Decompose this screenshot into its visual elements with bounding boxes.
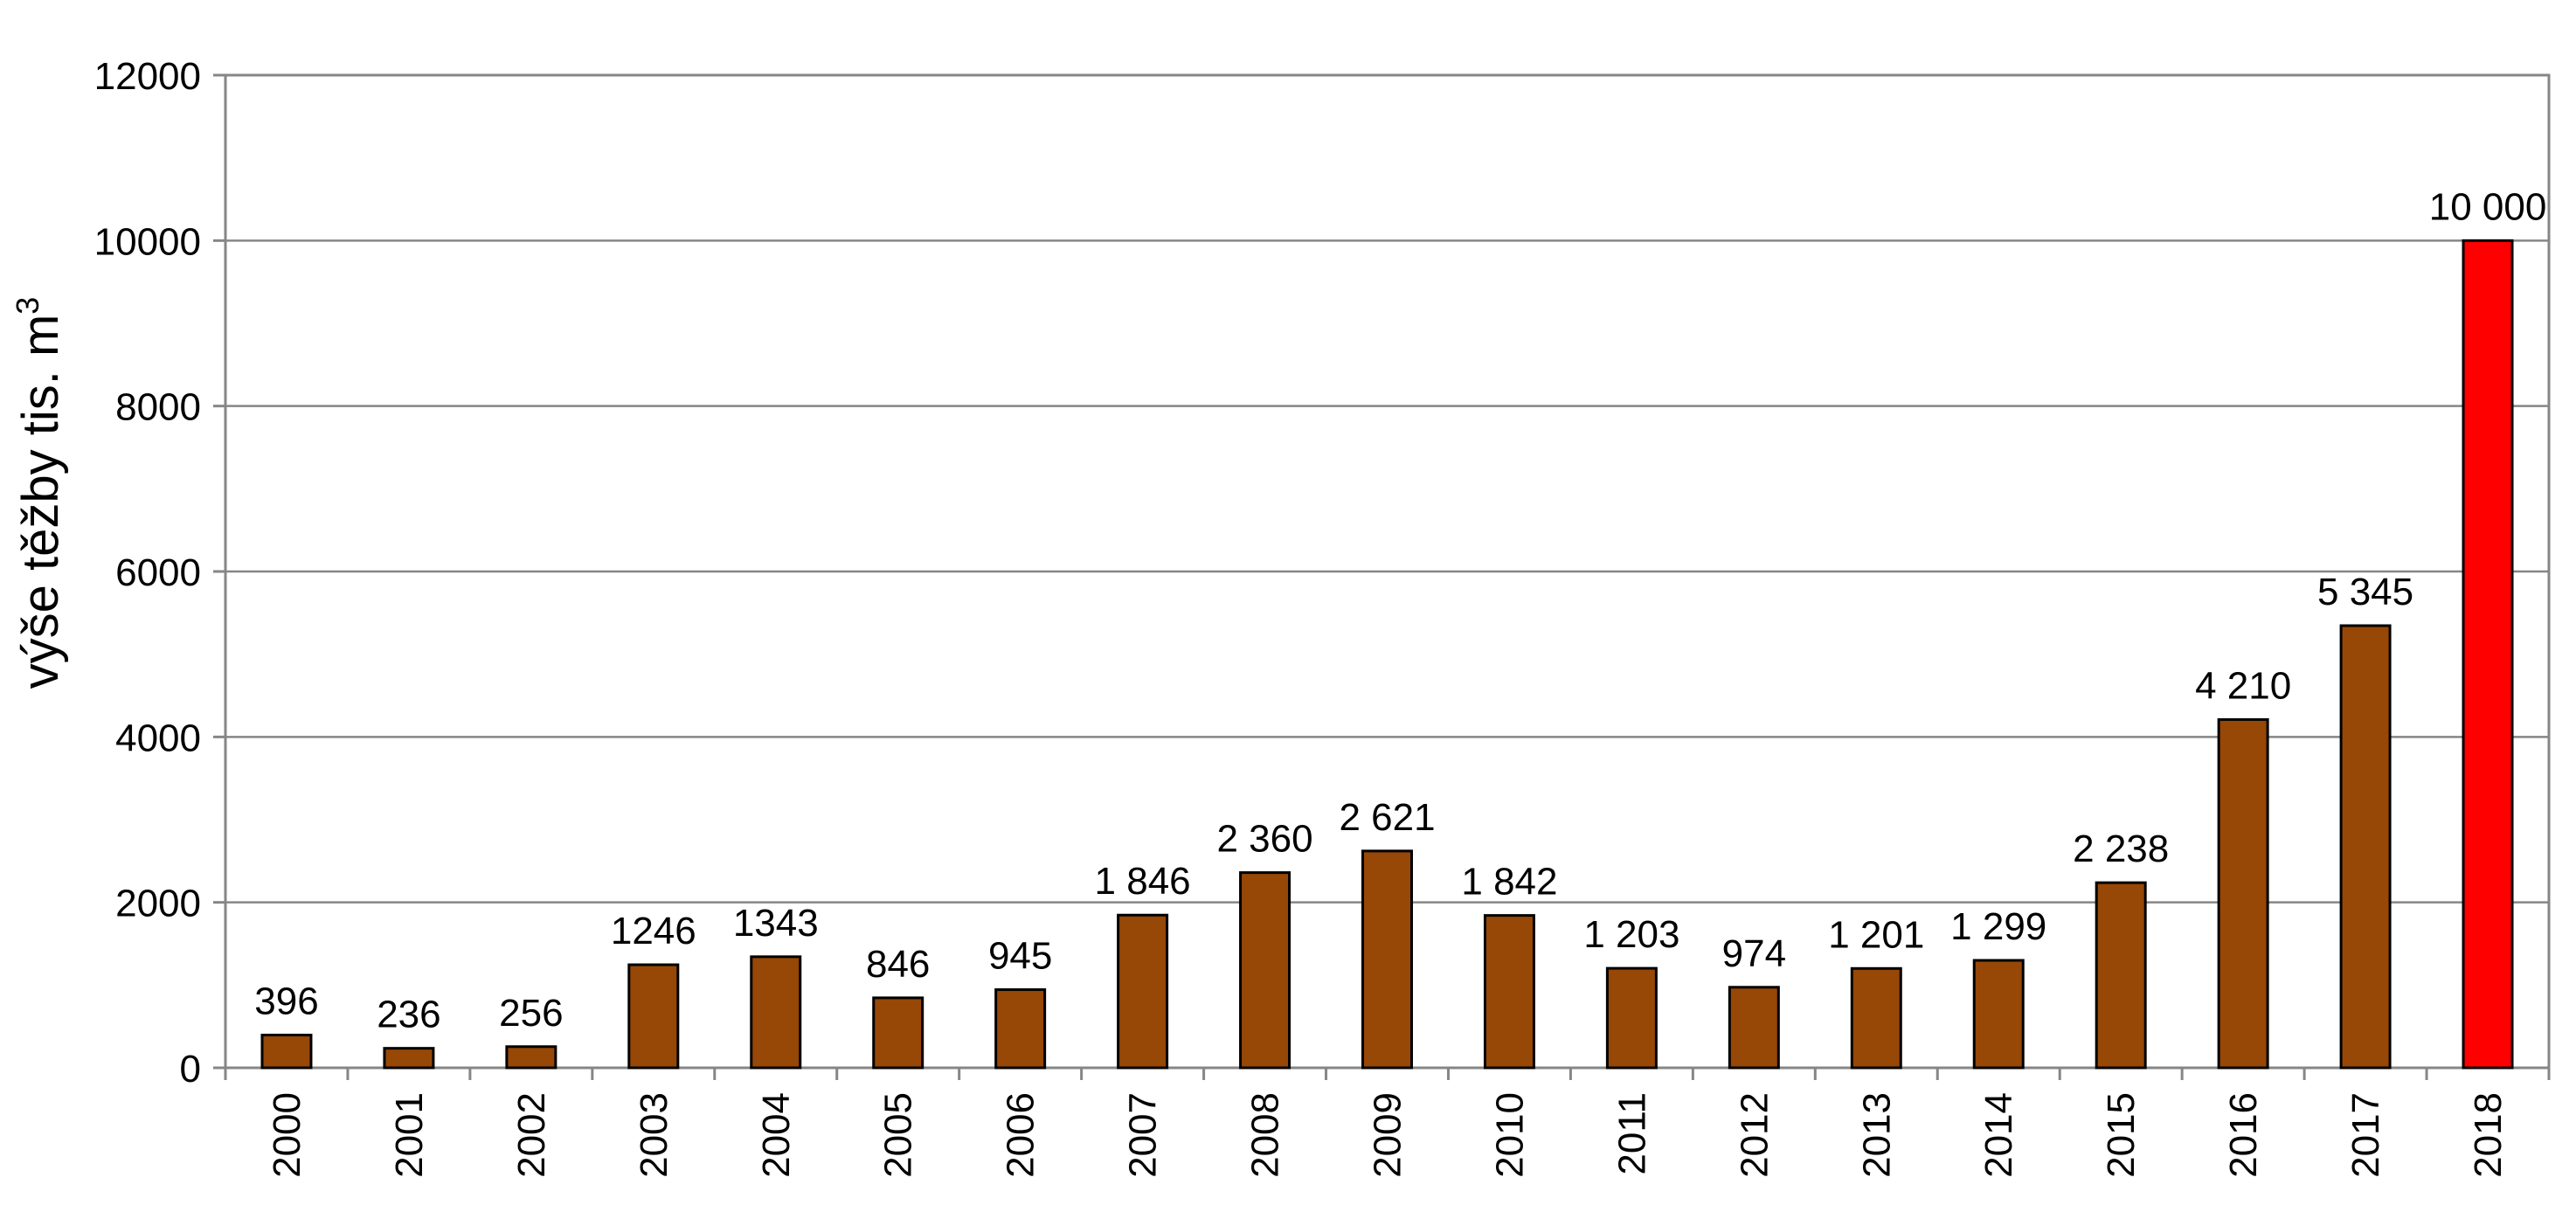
data-label-2002: 256: [499, 992, 563, 1035]
y-tick-label: 0: [180, 1048, 201, 1091]
x-tick-label-2010: 2010: [1488, 1092, 1531, 1178]
x-tick-label-2006: 2006: [1000, 1092, 1042, 1178]
bar-2014: [1972, 959, 2025, 1070]
data-label-2001: 236: [377, 994, 440, 1036]
data-label-2017: 5 345: [2317, 571, 2413, 613]
x-tick-label-2017: 2017: [2344, 1092, 2387, 1178]
y-tick-label: 12000: [94, 55, 201, 98]
bar-2005: [872, 996, 924, 1070]
x-tick-label-2012: 2012: [1733, 1092, 1776, 1178]
grid-lines: [225, 73, 2549, 904]
data-label-2012: 974: [1722, 932, 1786, 975]
data-labels: 396 2000 236 2001 256 2002 1246 2003 1343 2004 846…: [254, 185, 2546, 1178]
data-label-2011: 1 203: [1583, 913, 1679, 956]
bar-2013: [1850, 966, 1902, 1070]
x-tick-label-2011: 2011: [1610, 1092, 1653, 1175]
data-label-2008: 2 360: [1216, 818, 1312, 861]
bar-2001: [383, 1047, 435, 1070]
y-tick-label: 6000: [115, 551, 201, 594]
y-axis-title-main: výše těžby tis. m: [12, 315, 69, 689]
y-tick-label: 8000: [115, 386, 201, 429]
data-label-2000: 396: [254, 980, 318, 1023]
x-tick-label-2018: 2018: [2467, 1092, 2510, 1178]
x-tick-label-2002: 2002: [510, 1092, 553, 1178]
x-tick-label-2004: 2004: [755, 1092, 798, 1178]
axes: 0 2000 4000 6000 8000 10000 12000: [94, 55, 2551, 1091]
bar-2018: [2462, 239, 2514, 1070]
data-label-2005: 846: [866, 943, 930, 986]
bar-2016: [2217, 717, 2269, 1070]
y-axis-title-superscript: 3: [10, 297, 45, 315]
bar-2003: [627, 963, 680, 1070]
bar-2000: [260, 1034, 313, 1070]
bars: [260, 239, 2514, 1070]
bar-2011: [1605, 966, 1658, 1070]
y-axis-title: výše těžby tis. m3: [10, 297, 69, 689]
data-label-2014: 1 299: [1950, 905, 2046, 948]
data-label-2013: 1 201: [1828, 913, 1924, 956]
y-axis-label: výše těžby tis. m3: [10, 297, 69, 689]
data-label-2006: 945: [988, 935, 1052, 978]
y-tick-label: 2000: [115, 883, 201, 925]
bar-2007: [1117, 913, 1169, 1070]
x-tick-label-2015: 2015: [2100, 1092, 2143, 1178]
x-tick-label-2014: 2014: [1977, 1092, 2020, 1178]
data-label-2004: 1343: [733, 902, 819, 945]
data-label-2016: 4 210: [2195, 664, 2291, 707]
bar-2015: [2095, 881, 2147, 1070]
bar-2017: [2339, 624, 2392, 1070]
bar-2006: [994, 988, 1047, 1070]
bar-2004: [750, 955, 802, 1070]
x-tick-label-2016: 2016: [2222, 1092, 2265, 1178]
bar-2010: [1483, 914, 1535, 1070]
x-tick-label-2009: 2009: [1367, 1092, 1409, 1178]
y-tick-label: 4000: [115, 717, 201, 759]
x-tick-label-2008: 2008: [1244, 1092, 1287, 1178]
bar-2002: [505, 1045, 557, 1070]
data-label-2015: 2 238: [2073, 828, 2169, 870]
data-label-2007: 1 846: [1095, 860, 1191, 903]
y-tick-label: 10000: [94, 220, 201, 263]
data-label-2018: 10 000: [2429, 185, 2547, 228]
x-tick-label-2001: 2001: [388, 1092, 431, 1178]
x-tick-label-2000: 2000: [266, 1092, 308, 1178]
x-tick-label-2007: 2007: [1122, 1092, 1165, 1178]
bar-2012: [1728, 986, 1780, 1070]
x-tick-label-2013: 2013: [1855, 1092, 1898, 1178]
data-label-2009: 2 621: [1339, 796, 1435, 839]
x-tick-label-2005: 2005: [877, 1092, 920, 1178]
data-label-2003: 1246: [611, 910, 696, 952]
data-label-2010: 1 842: [1461, 861, 1557, 904]
bar-2008: [1239, 871, 1291, 1070]
bar-2009: [1361, 849, 1413, 1070]
x-tick-label-2003: 2003: [633, 1092, 675, 1178]
